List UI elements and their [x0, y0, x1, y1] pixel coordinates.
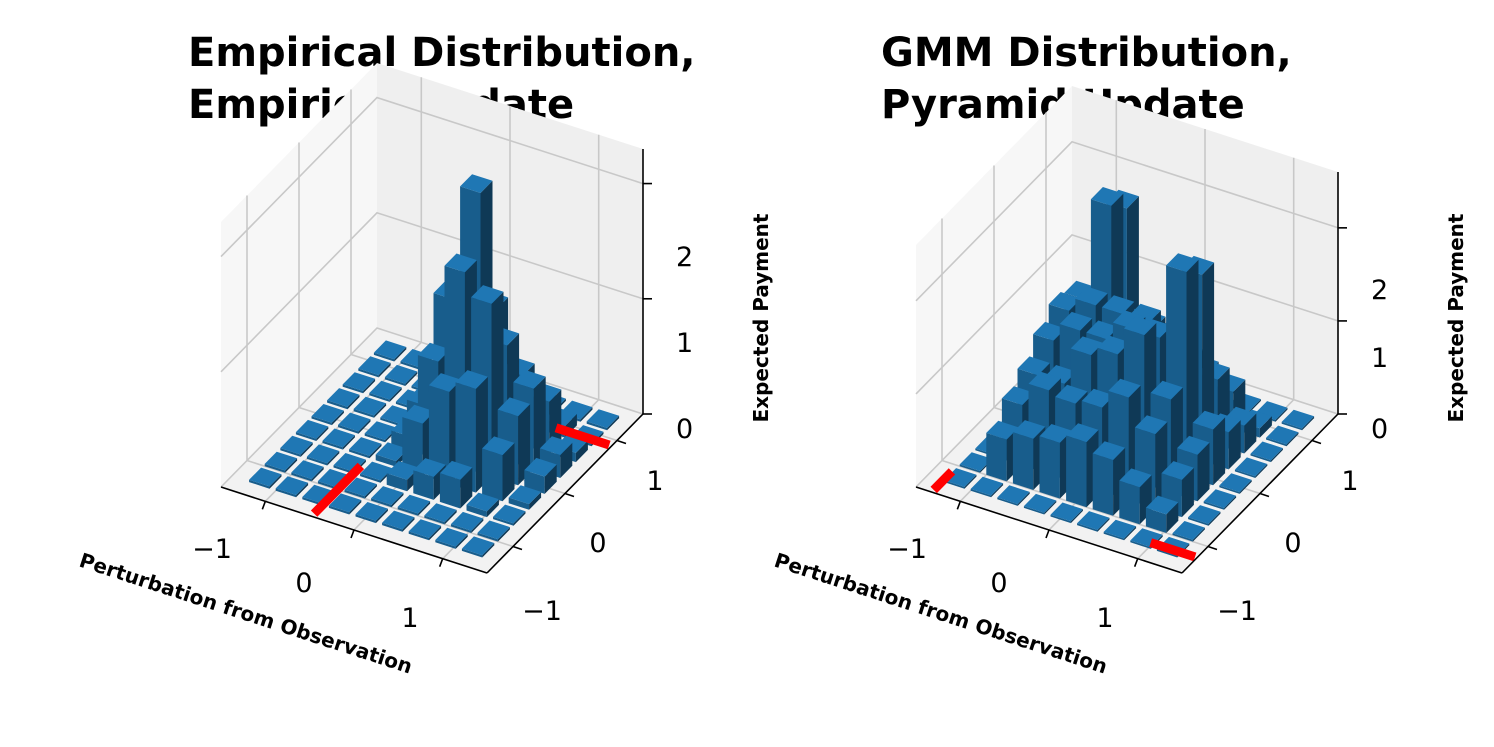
x-tick-label: 0 — [295, 568, 312, 599]
bar — [311, 404, 344, 426]
bar — [264, 451, 298, 473]
bar — [295, 419, 329, 441]
bar — [524, 457, 557, 494]
bar — [435, 527, 468, 549]
bar — [1250, 441, 1283, 463]
bar — [382, 510, 415, 532]
bar — [327, 388, 360, 410]
z-tick-label: 1 — [1371, 343, 1388, 374]
x-tick-label: 0 — [990, 568, 1007, 599]
bar — [328, 493, 362, 515]
bar — [477, 520, 510, 542]
x-tick-label: −1 — [887, 534, 927, 565]
bar — [306, 444, 340, 466]
bar — [997, 485, 1030, 506]
bar — [1188, 505, 1221, 526]
bar — [371, 486, 404, 508]
bar — [249, 467, 282, 489]
panel-gmm: GMM Distribution, Pyramid Update −101 −10… — [771, 30, 1468, 678]
x-axis-label: Perturbation from Observation — [771, 548, 1110, 679]
y-tick-label: 1 — [1341, 466, 1358, 497]
bar — [369, 380, 402, 402]
highlight-line — [930, 468, 956, 494]
x-tick-label: 1 — [1096, 603, 1113, 634]
bar — [1050, 502, 1083, 524]
bars — [249, 174, 620, 558]
bar — [424, 503, 457, 525]
bar — [1066, 423, 1099, 508]
bar — [349, 437, 382, 459]
highlight-line — [310, 462, 365, 517]
axes — [220, 149, 652, 574]
x-tick-label: 1 — [401, 603, 418, 634]
x-tick-label: −1 — [192, 534, 232, 565]
axes — [915, 172, 1347, 574]
bar — [373, 340, 407, 362]
bar — [439, 460, 473, 509]
highlight-line — [554, 423, 611, 450]
bar — [1281, 409, 1315, 431]
bar — [353, 396, 387, 418]
z-axis-label: Expected Payment — [749, 213, 773, 422]
bar — [1103, 519, 1137, 541]
z-axis-label: Expected Payment — [1444, 213, 1468, 422]
bar — [1145, 495, 1179, 533]
bar — [970, 476, 1004, 498]
chart-title-line-1: Empirical Distribution, — [188, 30, 696, 76]
bar — [397, 494, 431, 516]
bar — [338, 412, 371, 434]
bar — [280, 435, 313, 457]
bar — [275, 476, 309, 498]
bar — [450, 511, 484, 533]
bar — [291, 460, 324, 482]
y-tick-label: −1 — [522, 596, 562, 627]
panel-empirical: Empirical Distribution, Empirical Update… — [76, 30, 773, 678]
bar — [959, 452, 993, 473]
bar — [1266, 425, 1299, 447]
x-axis-label: Perturbation from Observation — [76, 548, 415, 679]
bar — [342, 372, 376, 394]
bar — [1023, 493, 1057, 515]
bar — [461, 536, 495, 558]
z-tick-label: 0 — [676, 414, 693, 445]
y-tick-label: 0 — [589, 528, 606, 559]
y-tick-label: 1 — [646, 466, 663, 497]
highlight-line — [1149, 538, 1197, 562]
bar — [408, 519, 442, 541]
bar — [586, 409, 620, 431]
bar — [482, 436, 515, 502]
bar — [358, 356, 391, 378]
y-tick-label: −1 — [1217, 596, 1257, 627]
z-tick-label: 0 — [1371, 414, 1388, 445]
y-tick-label: 0 — [1284, 528, 1301, 559]
bar — [1077, 511, 1110, 532]
z-tick-label: 2 — [676, 242, 693, 273]
bar — [355, 502, 388, 524]
chart-title-line-1: GMM Distribution, — [881, 30, 1292, 76]
bar — [384, 364, 418, 386]
bars — [944, 187, 1315, 558]
z-tick-label: 1 — [676, 328, 693, 359]
bar — [1234, 457, 1268, 478]
z-tick-label: 2 — [1371, 275, 1388, 306]
bar — [344, 477, 377, 499]
bar — [508, 485, 542, 510]
bar — [493, 504, 526, 526]
bar — [1203, 489, 1237, 510]
bar — [466, 492, 499, 518]
bar — [322, 428, 355, 450]
bar — [1219, 473, 1252, 494]
bar — [1172, 521, 1205, 542]
